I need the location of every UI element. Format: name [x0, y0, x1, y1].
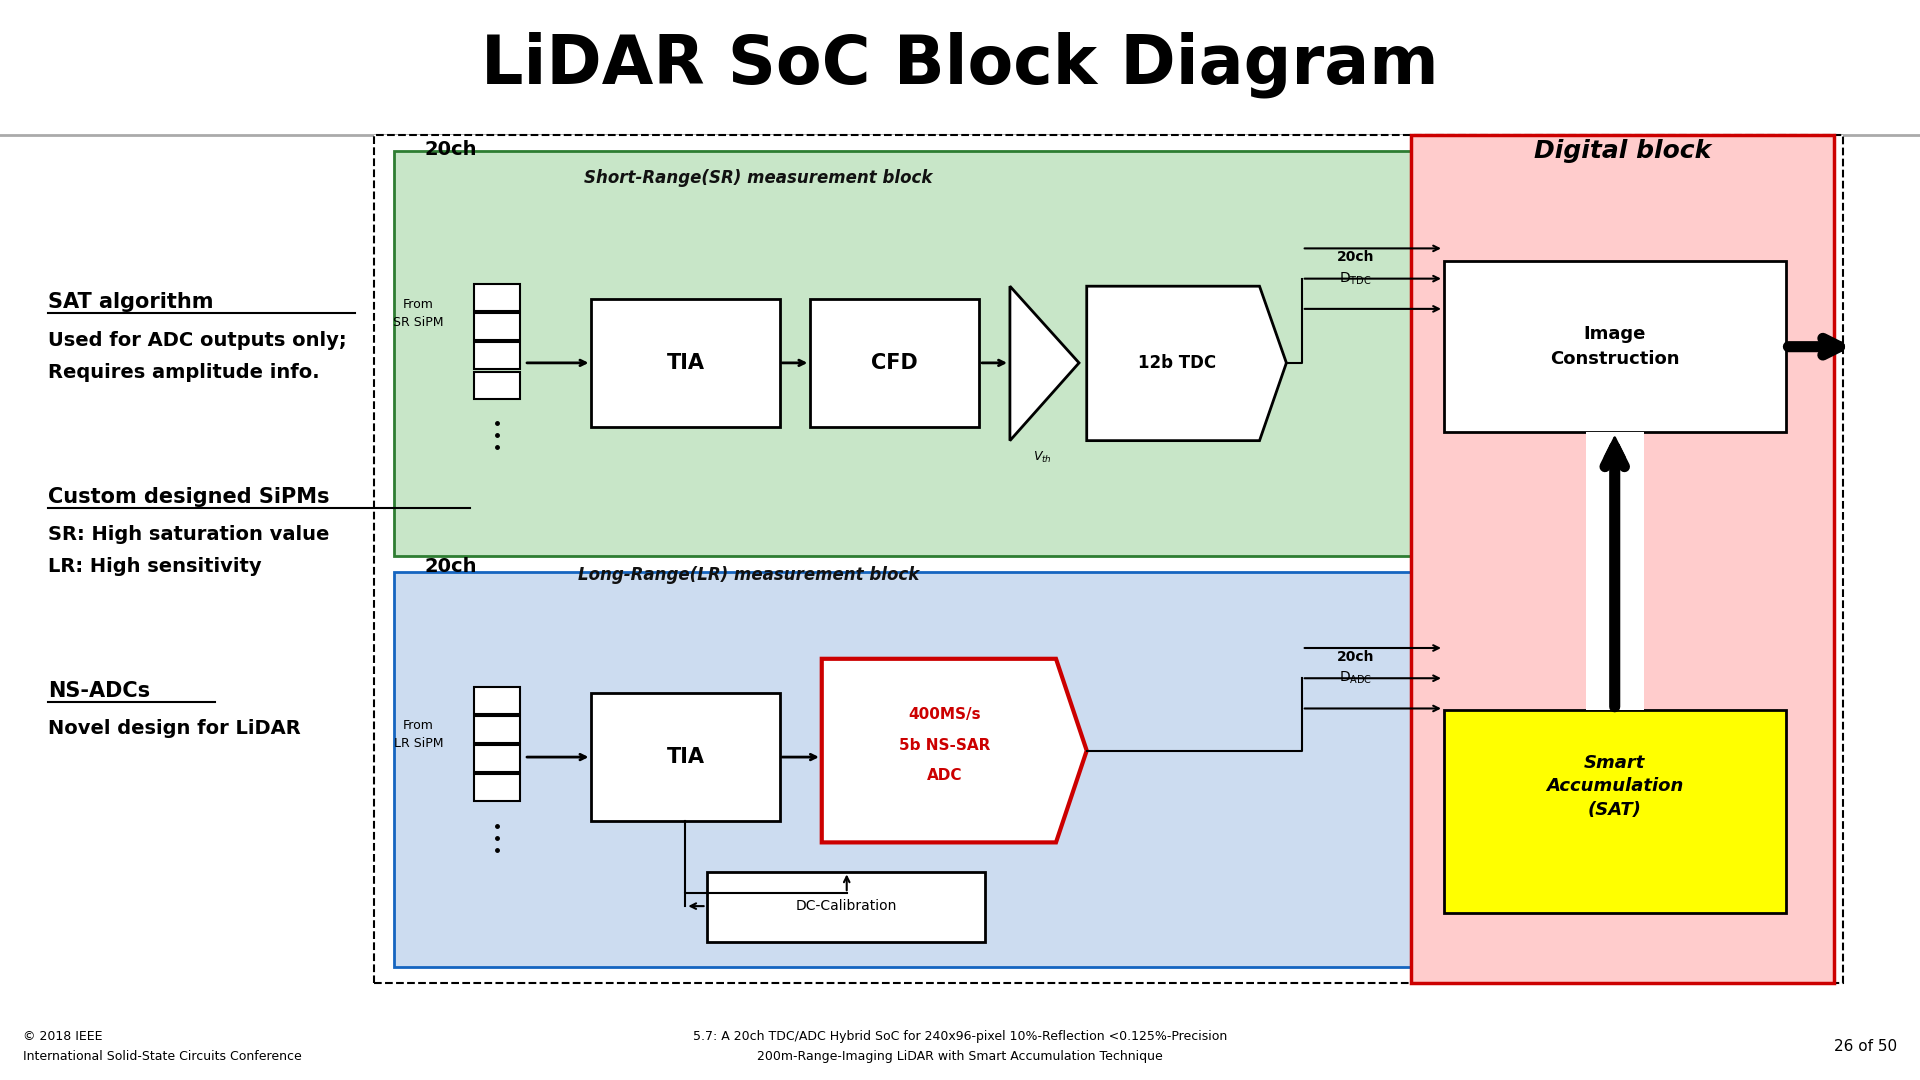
- Text: 200m-Range-Imaging LiDAR with Smart Accumulation Technique: 200m-Range-Imaging LiDAR with Smart Accu…: [756, 1050, 1164, 1063]
- FancyBboxPatch shape: [394, 151, 1459, 556]
- Polygon shape: [822, 659, 1087, 842]
- Text: TIA: TIA: [666, 353, 705, 373]
- Text: Digital block: Digital block: [1534, 139, 1711, 163]
- Text: NS-ADCs: NS-ADCs: [48, 681, 150, 701]
- Text: 20ch: 20ch: [1336, 650, 1375, 663]
- Text: 400MS/s: 400MS/s: [908, 707, 981, 723]
- FancyBboxPatch shape: [474, 716, 520, 743]
- Text: Requires amplitude info.: Requires amplitude info.: [48, 363, 319, 382]
- Text: SAT algorithm: SAT algorithm: [48, 293, 213, 312]
- Text: 20ch: 20ch: [1336, 251, 1375, 264]
- Text: TIA: TIA: [666, 747, 705, 767]
- Text: 26 of 50: 26 of 50: [1834, 1039, 1897, 1054]
- Text: SR: High saturation value: SR: High saturation value: [48, 525, 330, 544]
- Text: Image
Construction: Image Construction: [1549, 325, 1680, 368]
- Text: © 2018 IEEE: © 2018 IEEE: [23, 1030, 102, 1043]
- FancyBboxPatch shape: [1411, 135, 1834, 983]
- Text: $V_{th}$: $V_{th}$: [1033, 450, 1052, 465]
- FancyBboxPatch shape: [474, 745, 520, 772]
- Text: ADC: ADC: [927, 768, 962, 783]
- Text: Smart
Accumulation
(SAT): Smart Accumulation (SAT): [1546, 754, 1684, 819]
- FancyBboxPatch shape: [810, 299, 979, 427]
- Text: CFD: CFD: [872, 353, 918, 373]
- Text: Short-Range(SR) measurement block: Short-Range(SR) measurement block: [584, 170, 933, 187]
- FancyBboxPatch shape: [474, 342, 520, 369]
- Text: D$_\mathrm{ADC}$: D$_\mathrm{ADC}$: [1338, 670, 1373, 687]
- Text: Custom designed SiPMs: Custom designed SiPMs: [48, 487, 330, 507]
- FancyBboxPatch shape: [1444, 710, 1786, 913]
- Polygon shape: [1087, 286, 1286, 441]
- Text: Used for ADC outputs only;: Used for ADC outputs only;: [48, 330, 348, 350]
- Text: 5.7: A 20ch TDC/ADC Hybrid SoC for 240x96-pixel 10%-Reflection <0.125%-Precision: 5.7: A 20ch TDC/ADC Hybrid SoC for 240x9…: [693, 1030, 1227, 1043]
- FancyBboxPatch shape: [591, 299, 780, 427]
- Text: 20ch: 20ch: [424, 557, 478, 577]
- FancyBboxPatch shape: [1586, 432, 1644, 710]
- FancyBboxPatch shape: [474, 774, 520, 801]
- Text: Long-Range(LR) measurement block: Long-Range(LR) measurement block: [578, 566, 920, 583]
- Text: LiDAR SoC Block Diagram: LiDAR SoC Block Diagram: [482, 31, 1438, 98]
- Text: From
LR SiPM: From LR SiPM: [394, 719, 444, 750]
- FancyBboxPatch shape: [1444, 261, 1786, 432]
- FancyBboxPatch shape: [474, 687, 520, 714]
- FancyBboxPatch shape: [707, 872, 985, 942]
- FancyBboxPatch shape: [474, 313, 520, 340]
- Text: From
SR SiPM: From SR SiPM: [394, 298, 444, 328]
- Text: DC-Calibration: DC-Calibration: [797, 900, 897, 913]
- FancyBboxPatch shape: [474, 372, 520, 399]
- Text: LR: High sensitivity: LR: High sensitivity: [48, 557, 261, 577]
- FancyBboxPatch shape: [474, 284, 520, 311]
- Text: 12b TDC: 12b TDC: [1139, 354, 1215, 372]
- Text: 20ch: 20ch: [424, 139, 478, 159]
- Text: D$_\mathrm{TDC}$: D$_\mathrm{TDC}$: [1340, 270, 1371, 287]
- Text: International Solid-State Circuits Conference: International Solid-State Circuits Confe…: [23, 1050, 301, 1063]
- FancyBboxPatch shape: [374, 135, 1843, 983]
- FancyBboxPatch shape: [591, 693, 780, 821]
- FancyBboxPatch shape: [394, 572, 1459, 967]
- Polygon shape: [1010, 286, 1079, 441]
- Text: Novel design for LiDAR: Novel design for LiDAR: [48, 719, 301, 739]
- Text: 5b NS-SAR: 5b NS-SAR: [899, 738, 991, 753]
